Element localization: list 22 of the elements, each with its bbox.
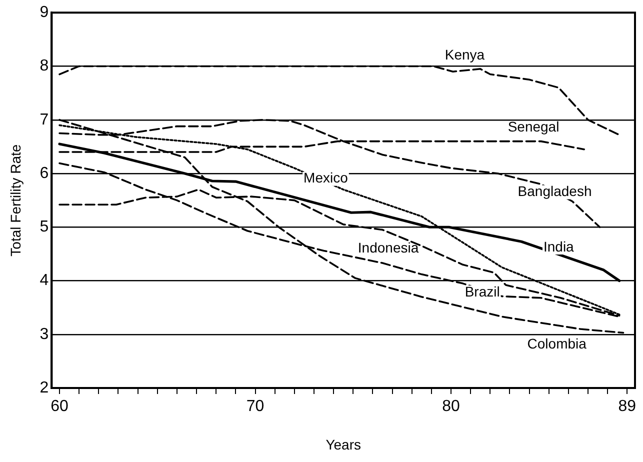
annotation: Senegal bbox=[508, 118, 560, 135]
x-tick-label: 80 bbox=[442, 398, 460, 416]
annotation: Colombia bbox=[527, 336, 587, 352]
y-tick-label: 4 bbox=[40, 272, 49, 290]
y-tick-label: 2 bbox=[40, 379, 49, 396]
y-tick-label: 8 bbox=[40, 58, 49, 75]
annotation: Kenya bbox=[444, 46, 485, 62]
x-tick-label: 89 bbox=[618, 398, 636, 416]
annotation: Bangladesh bbox=[518, 183, 592, 200]
annotation: Mexico bbox=[304, 170, 348, 186]
y-tick-label: 3 bbox=[40, 326, 49, 343]
annotation: India bbox=[543, 238, 574, 254]
y-tick-label: 5 bbox=[40, 218, 49, 236]
annotation: Brazil bbox=[464, 283, 500, 300]
y-tick-label: 9 bbox=[40, 4, 49, 22]
y-tick-label: 6 bbox=[40, 164, 49, 182]
x-tick-label: 70 bbox=[246, 398, 264, 416]
x-tick-label: 60 bbox=[50, 398, 69, 416]
x-axis-title: Years bbox=[326, 436, 361, 452]
y-axis-title: Total Fertility Rate bbox=[7, 144, 24, 256]
annotation: Indonesia bbox=[358, 240, 419, 256]
y-tick-label: 7 bbox=[40, 111, 49, 128]
